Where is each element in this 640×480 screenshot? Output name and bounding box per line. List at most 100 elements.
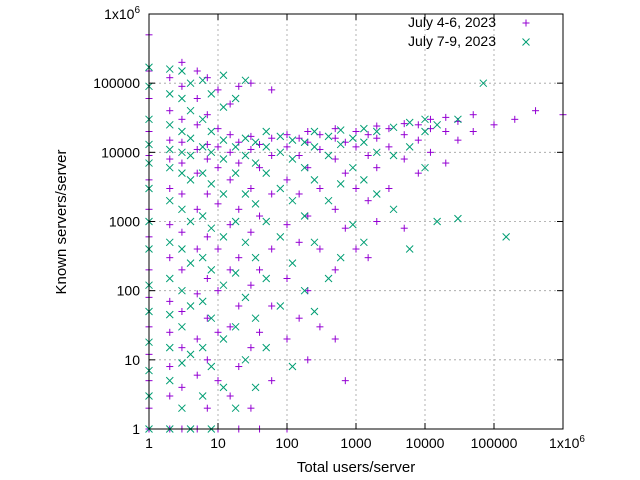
data-point	[186, 134, 195, 143]
data-point	[186, 259, 195, 267]
data-point	[178, 169, 186, 178]
data-point	[348, 134, 357, 143]
data-point	[166, 254, 174, 262]
data-point	[414, 169, 422, 177]
data-point	[235, 254, 243, 262]
x-axis-label: Total users/server	[297, 459, 415, 476]
data-point	[178, 67, 186, 75]
data-point	[331, 205, 339, 213]
data-point	[364, 131, 372, 139]
data-point	[186, 302, 195, 310]
data-point	[198, 212, 207, 220]
data-point	[178, 286, 186, 295]
x-tick-label: 10	[210, 435, 226, 451]
data-point	[405, 118, 414, 127]
data-point	[433, 120, 442, 129]
data-point	[310, 307, 319, 316]
data-point	[193, 245, 201, 253]
data-point	[178, 359, 186, 367]
data-point	[295, 314, 303, 322]
data-point	[165, 90, 174, 98]
data-point	[276, 184, 285, 193]
data-point	[166, 107, 174, 115]
data-point	[283, 131, 291, 139]
data-point	[295, 190, 303, 198]
data-points	[145, 31, 567, 433]
data-point	[268, 151, 276, 159]
data-point	[389, 151, 398, 160]
data-point	[207, 148, 216, 157]
data-point	[165, 120, 174, 129]
data-point	[479, 79, 488, 88]
data-point	[268, 302, 276, 310]
data-point	[360, 238, 368, 247]
data-point	[198, 115, 207, 124]
data-point	[348, 220, 357, 229]
legend-marker-series-1	[522, 19, 530, 27]
data-point	[207, 224, 216, 233]
data-point	[235, 205, 243, 213]
data-point	[442, 159, 450, 167]
data-point	[207, 180, 216, 188]
data-point	[193, 335, 201, 343]
data-point	[364, 254, 372, 262]
data-point	[268, 86, 276, 94]
data-point	[352, 143, 360, 151]
data-point	[241, 355, 250, 364]
data-point	[198, 343, 207, 352]
data-point	[511, 115, 519, 123]
data-point	[198, 253, 207, 262]
y-tick-label: 1x106	[104, 5, 140, 22]
data-point	[352, 184, 360, 192]
data-point	[241, 293, 250, 302]
data-point	[276, 232, 285, 241]
data-point	[214, 287, 222, 295]
data-point	[268, 245, 276, 253]
data-point	[373, 164, 381, 172]
y-tick-label: 10000	[101, 144, 140, 160]
data-point	[207, 90, 216, 98]
data-point	[389, 123, 398, 132]
data-point	[226, 148, 234, 156]
data-point	[490, 121, 498, 129]
data-point	[193, 290, 201, 298]
data-point	[193, 169, 201, 177]
data-point	[166, 184, 174, 192]
data-point	[165, 274, 174, 283]
data-point	[262, 343, 271, 352]
data-point	[178, 322, 186, 331]
series-2-points	[145, 63, 511, 433]
data-point	[364, 151, 372, 159]
data-point	[288, 136, 297, 145]
x-tick-labels: 1 10 100 1000 10000 100000 1x106	[145, 434, 585, 451]
data-point	[226, 176, 234, 184]
data-point	[241, 238, 250, 247]
data-point	[219, 103, 228, 112]
data-point	[331, 125, 339, 133]
data-point	[241, 190, 250, 198]
data-point	[219, 281, 228, 290]
data-point	[295, 151, 303, 159]
legend: July 4-6, 2023 July 7-9, 2023	[408, 14, 530, 49]
data-point	[421, 163, 429, 172]
data-point	[186, 217, 195, 226]
data-point	[262, 143, 271, 151]
data-point	[178, 138, 186, 146]
data-point	[219, 383, 228, 392]
data-point	[310, 176, 319, 184]
data-point	[310, 238, 319, 247]
data-point	[203, 190, 211, 198]
data-point	[310, 127, 319, 136]
data-point	[373, 122, 381, 130]
data-point	[247, 145, 255, 153]
data-point	[283, 143, 291, 151]
data-point	[360, 176, 368, 184]
data-point	[433, 217, 442, 226]
data-point	[276, 148, 285, 157]
data-point	[226, 392, 234, 400]
data-point	[165, 163, 174, 172]
data-point	[226, 323, 234, 331]
data-point	[207, 265, 216, 274]
data-point	[324, 274, 333, 283]
data-point	[166, 155, 174, 163]
